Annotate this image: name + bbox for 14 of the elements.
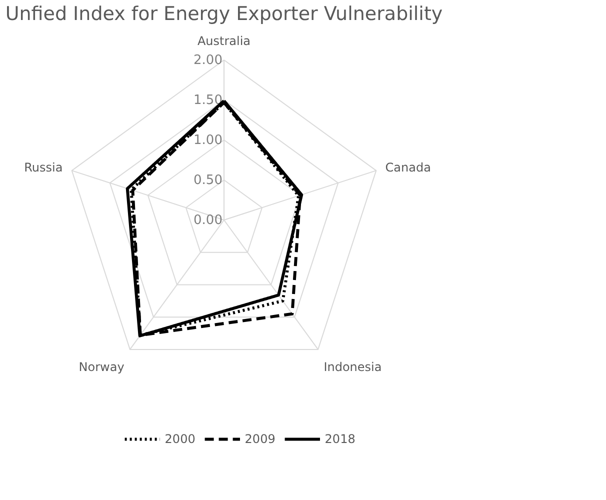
legend-label: 2009 xyxy=(244,432,276,446)
y-tick-label: 0.50 xyxy=(194,173,222,188)
y-tick-label: 1.00 xyxy=(194,133,222,148)
spoke-label: Canada xyxy=(385,160,431,175)
legend-label: 2000 xyxy=(164,432,196,446)
y-tick-label: 2.00 xyxy=(194,53,222,68)
chart-title: Unfied Index for Energy Exporter Vulnerability xyxy=(5,3,443,25)
spoke-label: Australia xyxy=(197,34,251,48)
spoke-label: Norway xyxy=(78,360,124,374)
y-tick-label: 0.00 xyxy=(194,213,222,228)
y-tick-label: 1.50 xyxy=(194,93,222,108)
spoke-label: Indonesia xyxy=(324,360,382,374)
spoke-label: Russia xyxy=(24,160,63,175)
legend-label: 2018 xyxy=(324,432,356,446)
